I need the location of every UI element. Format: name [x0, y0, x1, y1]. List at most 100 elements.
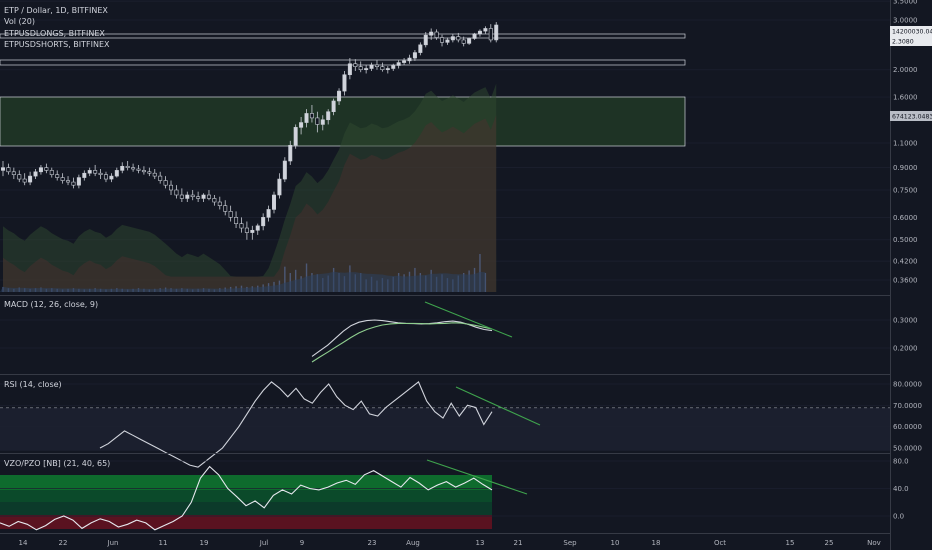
price-tick-label: 2.0000 — [893, 66, 918, 74]
rsi-line — [99, 381, 493, 468]
candle-body — [347, 63, 352, 76]
price-tick-label: 3.5000 — [893, 0, 918, 6]
candle-body — [337, 90, 342, 102]
time-tick-label: 18 — [652, 539, 661, 547]
candle-body — [266, 209, 271, 218]
candle-body — [412, 52, 417, 59]
candle-body — [320, 119, 325, 125]
candle-body — [483, 28, 488, 32]
price-tick-label: 0.5000 — [893, 236, 918, 244]
macd-title: MACD (12, 26, close, 9) — [4, 300, 98, 309]
candle-body — [326, 111, 331, 121]
time-tick-label: Nov — [867, 539, 881, 547]
candle-body — [331, 100, 336, 113]
candle-body — [22, 178, 27, 183]
candle-body — [358, 66, 363, 71]
candle-body — [152, 172, 157, 177]
candle-body — [255, 225, 260, 231]
candle-body — [28, 175, 33, 183]
candle-body — [201, 194, 206, 199]
price-badges: 14200030.0433 2.3080 674123.0483 — [890, 26, 932, 121]
candle-body — [461, 39, 466, 44]
candle-body — [158, 175, 163, 181]
candle-body — [477, 30, 482, 35]
price-tick-label: 0.6000 — [893, 214, 918, 222]
candles — [0, 22, 499, 240]
volume-label: Vol (20) — [4, 17, 35, 26]
candle-body — [125, 165, 130, 168]
candle-body — [163, 180, 168, 186]
candle-body — [71, 181, 76, 186]
indicator-tick-label: 60.0000 — [893, 423, 922, 431]
candle-body — [76, 177, 81, 186]
candle-body — [385, 68, 390, 71]
candle-body — [293, 127, 298, 146]
candle-body — [488, 28, 493, 41]
main-title: ETP / Dollar, 1D, BITFINEX — [4, 6, 108, 15]
resistance-band-lower — [0, 59, 686, 66]
longs-area — [3, 115, 497, 292]
candle-body — [174, 189, 179, 196]
candle-body — [440, 37, 445, 43]
candle-body — [11, 171, 16, 175]
vzo-zone-overbought — [0, 475, 492, 490]
candle-body — [472, 33, 477, 39]
candle-body — [277, 178, 282, 196]
candle-body — [244, 227, 249, 233]
indicator-tick-label: 0.0 — [893, 513, 904, 521]
time-tick-label: 9 — [300, 539, 304, 547]
candle-body — [271, 194, 276, 210]
candle-body — [206, 194, 211, 199]
indicator-tick-label: 50.0000 — [893, 445, 922, 453]
vzo-zone-bull — [0, 490, 492, 502]
candle-body — [147, 171, 152, 174]
time-tick-label: 15 — [786, 539, 795, 547]
candle-body — [185, 194, 190, 199]
candle-body — [60, 177, 65, 181]
candle-body — [93, 170, 98, 174]
candle-body — [217, 201, 222, 206]
price-tick-label: 1.1000 — [893, 140, 918, 148]
candle-body — [0, 167, 6, 171]
candle-body — [250, 229, 255, 233]
price-badge-label: 674123.0483 — [892, 114, 932, 121]
time-tick-label: Aug — [406, 539, 420, 547]
time-tick-label: 13 — [476, 539, 485, 547]
candle-body — [309, 113, 314, 119]
vzo-title: VZO/PZO [NB] (21, 40, 65) — [4, 459, 110, 468]
overlay-label-longs: ETPUSDLONGS, BITFINEX — [4, 29, 105, 38]
candle-body — [136, 168, 141, 171]
price-badge — [890, 36, 932, 46]
candle-body — [353, 63, 358, 67]
time-tick-label: 11 — [159, 539, 168, 547]
candle-body — [402, 60, 407, 63]
candle-body — [369, 64, 374, 69]
price-axis: 3.5000 3.0000 2.0000 1.6000 1.1000 0.9000 0.75… — [890, 0, 932, 550]
macd-signal-line — [311, 322, 493, 363]
candle-body — [190, 194, 195, 198]
candle-body — [6, 167, 11, 173]
price-badge — [890, 26, 932, 36]
support-zone-box — [0, 96, 686, 147]
candle-body — [434, 31, 439, 38]
price-tick-label: 1.6000 — [893, 94, 918, 102]
candle-body — [456, 36, 461, 41]
candle-body — [212, 198, 217, 203]
resistance-band-upper — [0, 33, 686, 39]
indicator-tick-label: 0.2000 — [893, 345, 918, 353]
candle-body — [282, 160, 287, 180]
time-tick-label: 19 — [200, 539, 209, 547]
candle-body — [445, 39, 450, 43]
candle-body — [131, 167, 136, 170]
candle-body — [407, 57, 412, 62]
candle-body — [196, 196, 201, 199]
candle-body — [450, 36, 455, 41]
price-tick-label: 0.3600 — [893, 277, 918, 285]
time-tick-label: 25 — [825, 539, 834, 547]
indicator-tick-label: 70.0000 — [893, 402, 922, 410]
vzo-line — [0, 465, 493, 531]
price-axis-labels: 3.5000 3.0000 2.0000 1.6000 1.1000 0.9000 0.75… — [893, 0, 922, 521]
candle-body — [44, 167, 49, 171]
candle-body — [342, 74, 347, 92]
candle-body — [494, 24, 499, 41]
